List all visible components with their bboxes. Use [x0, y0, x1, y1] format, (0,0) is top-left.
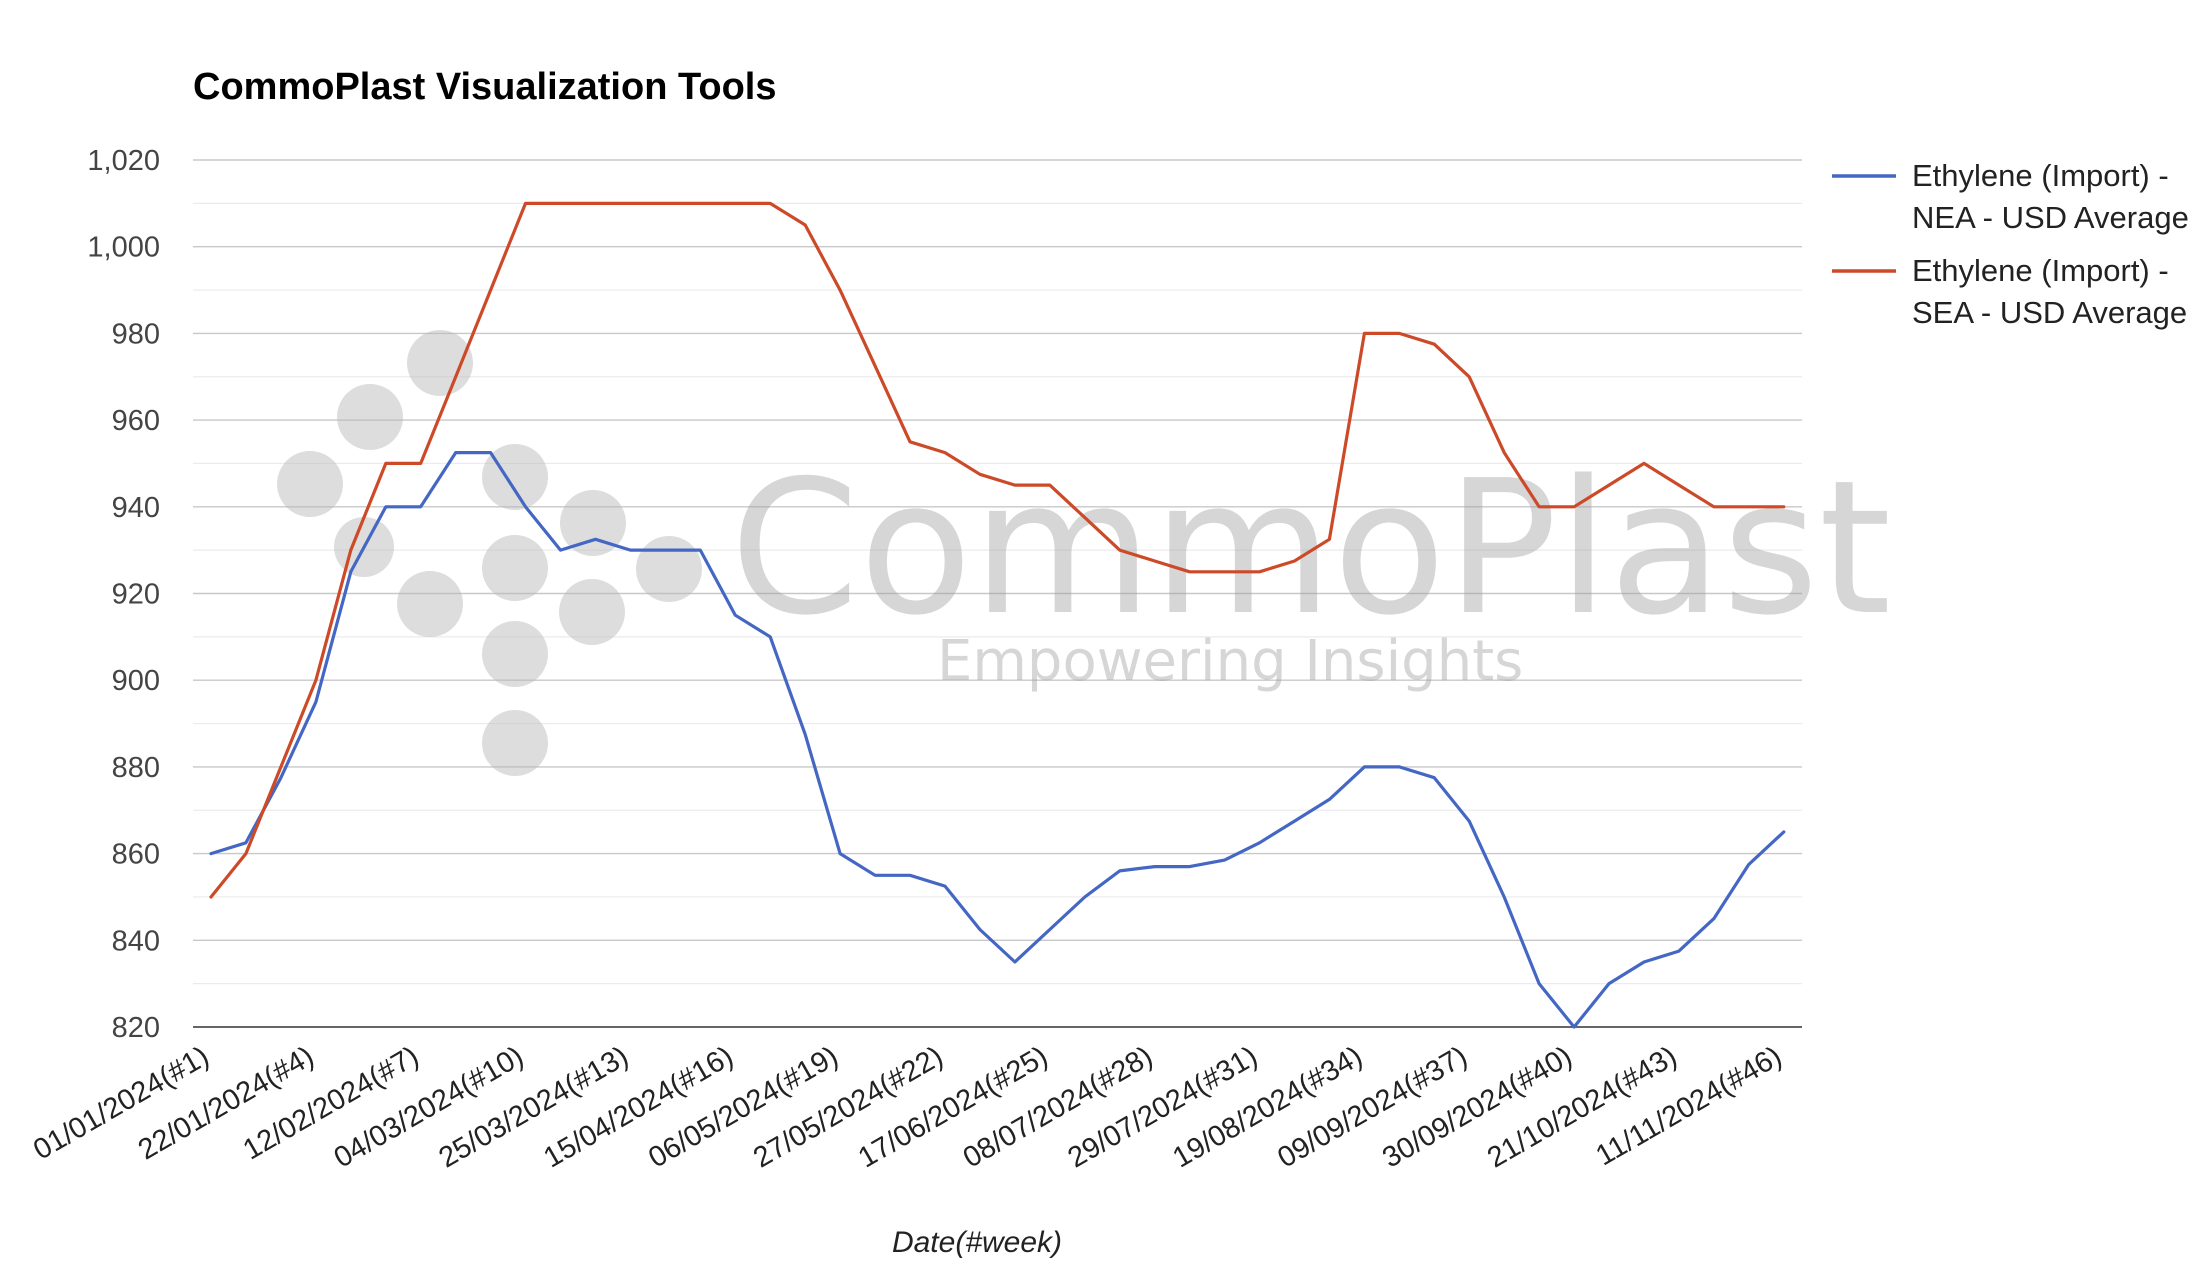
watermark-dot: [277, 451, 343, 517]
legend-label: Ethylene (Import) -: [1912, 158, 2169, 193]
legend: Ethylene (Import) - NEA - USD Average Ethy…: [1832, 158, 2189, 330]
watermark-dot: [482, 710, 548, 776]
y-tick-label: 860: [112, 839, 160, 871]
x-tick-label: 01/01/2024(#1): [28, 1040, 214, 1166]
series-line-sea: [209, 201, 1786, 899]
y-axis-ticks: 820 840 860 880 900 920 940 960 980 1,000 1,020: [87, 145, 160, 1044]
legend-label: SEA - USD Average: [1912, 295, 2187, 330]
watermark-logo: CommoPlast Empowering Insights: [277, 330, 1891, 776]
y-tick-label: 920: [112, 579, 160, 611]
y-tick-label: 900: [112, 665, 160, 697]
chart-title: CommoPlast Visualization Tools: [193, 66, 776, 108]
x-tick-label: 11/11/2024(#46): [1591, 1040, 1788, 1172]
y-tick-label: 1,020: [87, 145, 160, 177]
legend-label: NEA - USD Average: [1912, 200, 2189, 235]
x-tick-label: 09/09/2024(#37): [1272, 1040, 1472, 1174]
watermark-brand: CommoPlast: [730, 440, 1891, 656]
watermark-dot: [559, 579, 625, 645]
x-tick-label: 21/10/2024(#43): [1482, 1040, 1682, 1174]
watermark-dot: [482, 444, 548, 510]
watermark-dot: [636, 536, 702, 602]
x-tick-label: 15/04/2024(#16): [538, 1040, 738, 1174]
y-tick-label: 960: [112, 405, 160, 437]
x-tick-label: 22/01/2024(#4): [133, 1040, 319, 1166]
x-tick-label: 17/06/2024(#25): [853, 1040, 1053, 1174]
watermark-dot: [337, 384, 403, 450]
y-tick-label: 820: [112, 1012, 160, 1044]
watermark-dots: [277, 330, 702, 776]
series-line-nea: [209, 451, 1786, 1029]
y-tick-label: 840: [112, 925, 160, 957]
y-tick-label: 940: [112, 492, 160, 524]
x-tick-label: 27/05/2024(#22): [748, 1040, 948, 1174]
watermark-dot: [397, 571, 463, 637]
x-tick-label: 25/03/2024(#13): [434, 1040, 634, 1174]
gridlines: [193, 159, 1802, 1028]
x-axis-title: Date(#week): [892, 1226, 1062, 1259]
x-tick-label: 30/09/2024(#40): [1377, 1040, 1577, 1174]
x-tick-label: 06/05/2024(#19): [643, 1040, 843, 1174]
x-tick-label: 08/07/2024(#28): [958, 1040, 1158, 1174]
x-tick-label: 29/07/2024(#31): [1063, 1040, 1263, 1174]
watermark-dot: [407, 330, 473, 396]
watermark-dot: [482, 621, 548, 687]
y-tick-label: 880: [112, 752, 160, 784]
y-tick-label: 980: [112, 318, 160, 350]
legend-label: Ethylene (Import) -: [1912, 253, 2169, 288]
watermark-dot: [560, 490, 626, 556]
x-tick-label: 04/03/2024(#10): [329, 1040, 529, 1174]
y-tick-label: 1,000: [87, 232, 160, 264]
watermark-dot: [482, 535, 548, 601]
x-tick-label: 19/08/2024(#34): [1168, 1040, 1368, 1174]
x-axis-ticks: 01/01/2024(#1)22/01/2024(#4)12/02/2024(#…: [28, 1040, 1787, 1174]
series-lines: [209, 201, 1786, 1029]
watermark-tagline: Empowering Insights: [937, 629, 1523, 694]
